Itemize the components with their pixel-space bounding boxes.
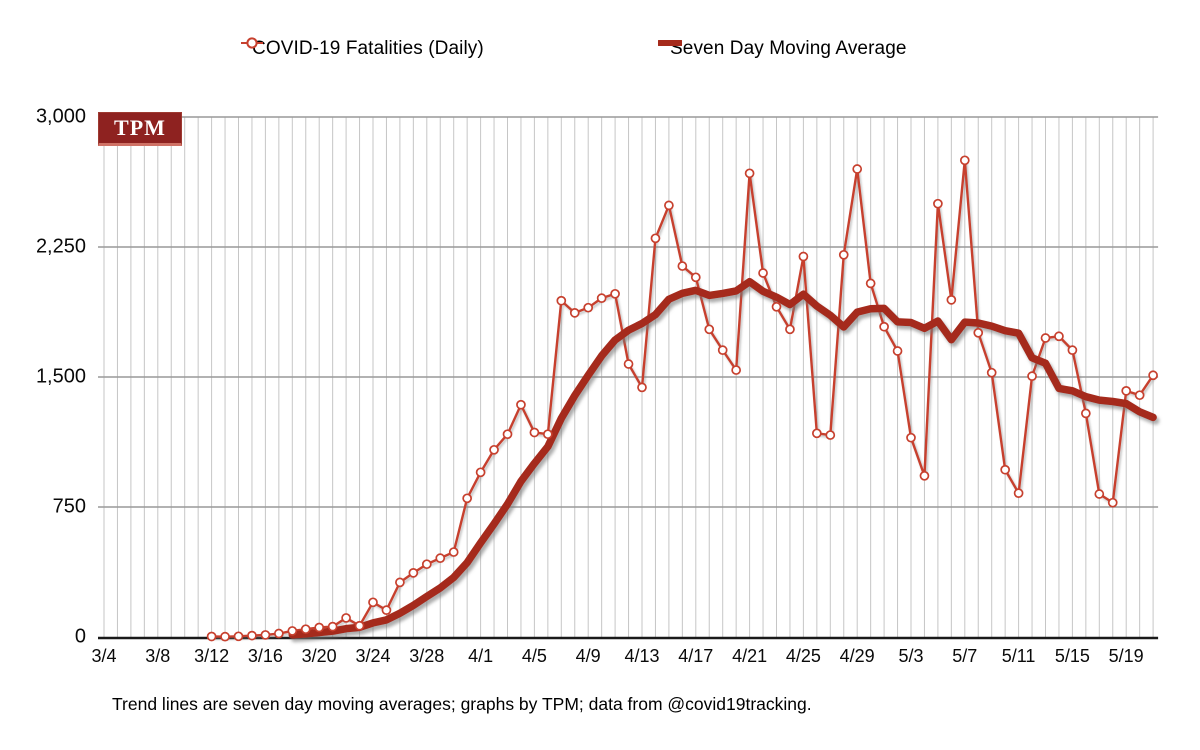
x-axis-label: 4/13: [624, 646, 660, 666]
moving-average-line: [288, 277, 1157, 639]
daily-series-markers: [206, 155, 1158, 642]
x-axis-label: 4/5: [521, 646, 547, 666]
x-axis-label: 4/21: [732, 646, 768, 666]
y-axis-label: 3,000: [35, 105, 86, 128]
x-axis-label: 5/7: [952, 646, 978, 666]
x-axis-label: 3/16: [247, 646, 283, 666]
x-axis-label: 5/19: [1108, 646, 1144, 666]
x-axis-label: 3/12: [194, 646, 230, 666]
legend-ma-label: Seven Day Moving Average: [670, 38, 907, 59]
x-axis-label: 4/29: [839, 646, 875, 666]
horizontal-gridlines: [98, 116, 1159, 508]
x-axis-label: 5/3: [898, 646, 924, 666]
tpm-logo-text: TPM: [114, 115, 166, 140]
footnote-caption: Trend lines are seven day moving average…: [112, 694, 812, 714]
x-axis-label: 3/28: [409, 646, 445, 666]
legend-daily-label: COVID-19 Fatalities (Daily): [252, 38, 484, 59]
x-axis-label: 5/15: [1054, 646, 1090, 666]
x-axis-label: 4/9: [575, 646, 601, 666]
y-axis-label: 1,500: [35, 365, 86, 388]
x-axis-label: 3/4: [91, 646, 117, 666]
legend-item-daily: COVID-19 Fatalities (Daily): [240, 36, 484, 62]
x-axis-label: 3/8: [145, 646, 171, 666]
x-axis-label: 4/1: [468, 646, 494, 666]
x-axis-label: 4/25: [785, 646, 821, 666]
y-axis-label: 0: [74, 625, 86, 648]
legend-item-moving-average: Seven Day Moving Average: [658, 36, 907, 62]
x-axis-label: 4/17: [678, 646, 714, 666]
x-axis-label: 3/24: [355, 646, 391, 666]
tpm-logo: TPM: [98, 112, 182, 146]
x-axis-label: 3/20: [301, 646, 337, 666]
x-axis-label: 5/11: [1001, 646, 1036, 666]
y-axis-label: 2,250: [35, 235, 86, 258]
legend: COVID-19 Fatalities (Daily) Seven Day Mo…: [0, 36, 1200, 62]
y-axis-label: 750: [52, 495, 86, 518]
